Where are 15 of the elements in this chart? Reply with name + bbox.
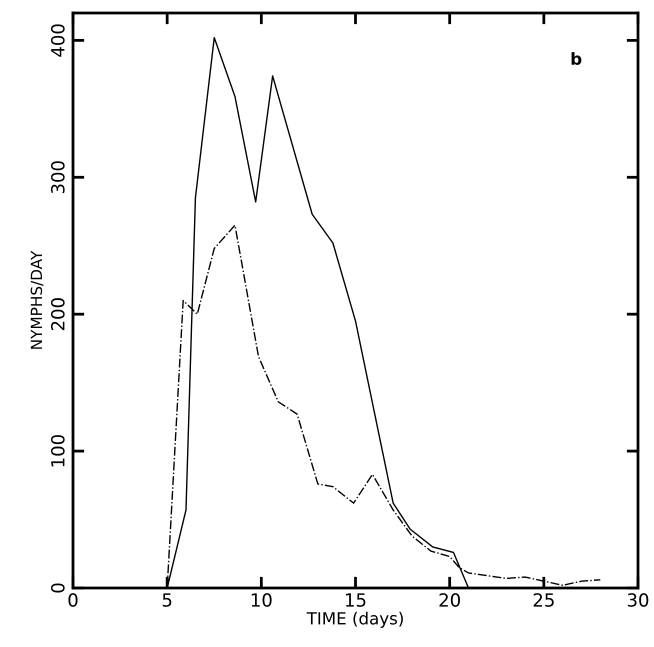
annotation: b [572,52,582,65]
x-tick-label: 25 [534,593,554,607]
x-tick-label: 20 [440,593,460,607]
y-tick-label: 200 [50,298,65,330]
x-tick-label: 30 [628,593,648,607]
x-tick-label: 5 [162,593,172,607]
x-tick-label: 15 [346,593,366,607]
y-tick-label: 400 [50,24,65,57]
y-axis-title: NYMPHS/DAY [30,250,44,349]
x-axis-title: TIME (days) [306,612,403,628]
y-tick-label: 100 [50,435,65,466]
x-tick-label: 10 [252,593,272,607]
y-tick-label: 0 [50,583,65,593]
y-tick-label: 300 [50,161,65,194]
x-tick-label: 0 [68,593,78,607]
